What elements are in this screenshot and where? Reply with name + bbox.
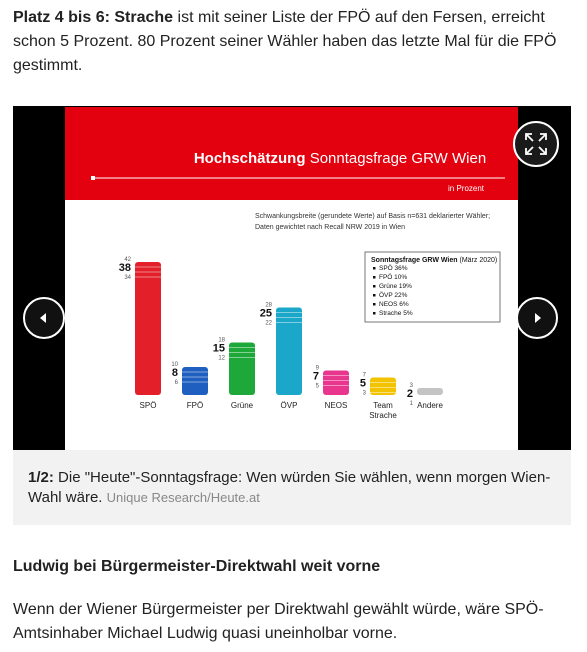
legend-item: ÖVP 22% xyxy=(379,291,408,299)
legend-title-bold: Sonntagsfrage GRW Wien xyxy=(371,257,458,264)
bar xyxy=(229,342,255,395)
value-label: 38 xyxy=(119,262,131,274)
legend-bullet xyxy=(373,303,376,306)
high-label: 3 xyxy=(410,383,414,389)
high-label: 42 xyxy=(124,257,131,263)
bar xyxy=(276,307,302,395)
caption: 1/2: Die "Heute"-Sonntagsfrage: Wen würd… xyxy=(13,450,571,525)
low-label: 22 xyxy=(265,321,272,327)
gallery: Hochschätzung Sonntagsfrage GRW Wien in … xyxy=(13,106,571,450)
value-label: 7 xyxy=(313,371,319,383)
legend-bullet xyxy=(373,312,376,315)
bar xyxy=(417,388,443,395)
note: Schwankungsbreite (gerundete Werte) auf … xyxy=(255,213,490,220)
low-label: 34 xyxy=(124,275,131,281)
high-label: 9 xyxy=(316,366,320,372)
low-label: 3 xyxy=(363,391,367,397)
chart-title: Hochschätzung Sonntagsfrage GRW Wien xyxy=(194,150,486,167)
category-label: SPÖ xyxy=(139,401,157,410)
high-label: 18 xyxy=(218,338,225,344)
fullscreen-button[interactable] xyxy=(513,121,559,167)
category-label: Team Strache xyxy=(369,401,397,420)
caption-text: Die "Heute"-Sonntagsfrage: Wen würden Si… xyxy=(28,469,551,506)
low-label: 12 xyxy=(218,356,225,362)
category-label: Andere xyxy=(417,401,443,410)
value-label: 8 xyxy=(172,367,178,379)
high-label: 10 xyxy=(171,362,178,368)
high-label: 28 xyxy=(265,303,272,309)
legend-title: Sonntagsfrage GRW Wien (März 2020) xyxy=(371,257,497,264)
title-bold: Hochschätzung xyxy=(194,150,306,167)
intro: Platz 4 bis 6: Strache ist mit seiner Li… xyxy=(13,6,573,78)
legend-item: SPÖ 36% xyxy=(379,264,408,272)
legend-bullet xyxy=(373,267,376,270)
legend-item: NEOS 6% xyxy=(379,301,409,308)
chart-image: Hochschätzung Sonntagsfrage GRW Wien in … xyxy=(65,107,518,450)
header-band xyxy=(65,107,518,200)
bar xyxy=(323,370,349,395)
bar xyxy=(182,367,208,395)
legend-bullet xyxy=(373,276,376,279)
value-label: 15 xyxy=(213,343,225,355)
prev-icon xyxy=(40,313,46,323)
caption-index: 1/2: xyxy=(28,469,54,486)
prev-button[interactable] xyxy=(23,297,65,339)
section-heading: Ludwig bei Bürgermeister-Direktwahl weit… xyxy=(13,558,381,575)
high-label: 7 xyxy=(363,373,367,379)
chart-subtitle: in Prozent xyxy=(448,184,485,193)
caption-source: Unique Research/Heute.at xyxy=(106,490,260,505)
bar xyxy=(135,262,161,395)
header-dot xyxy=(91,176,95,180)
low-label: 6 xyxy=(175,380,179,386)
next-icon xyxy=(535,313,541,323)
low-label: 1 xyxy=(410,401,414,407)
legend-item: Grüne 19% xyxy=(379,283,412,290)
chart: Hochschätzung Sonntagsfrage GRW Wien in … xyxy=(65,107,518,407)
legend-box xyxy=(364,251,501,323)
value-label: 25 xyxy=(260,308,272,320)
intro-bold: Platz 4 bis 6: Strache xyxy=(13,9,174,26)
category-label: NEOS xyxy=(324,401,348,410)
value-label: 5 xyxy=(360,378,366,390)
legend-title-note: (März 2020) xyxy=(460,257,498,264)
legend-item: FPÖ 10% xyxy=(379,273,407,281)
intro-text: ist mit seiner Liste der FPÖ auf den Fer… xyxy=(13,9,557,74)
category-label: FPÖ xyxy=(186,401,204,410)
low-label: 5 xyxy=(316,384,320,390)
next-button[interactable] xyxy=(516,297,558,339)
legend-item: Strache 5% xyxy=(379,310,413,317)
category-label: Grüne xyxy=(230,401,254,410)
value-label: 2 xyxy=(407,388,413,400)
legend-bullet xyxy=(373,294,376,297)
category-label: ÖVP xyxy=(280,401,298,410)
note: Daten gewichtet nach Recall NRW 2019 in … xyxy=(255,224,405,231)
fullscreen-icon xyxy=(525,133,547,155)
legend-bullet xyxy=(373,285,376,288)
title-rest: Sonntagsfrage GRW Wien xyxy=(310,150,486,167)
bar xyxy=(370,377,396,395)
paragraph: Wenn der Wiener Bürgermeister per Direkt… xyxy=(13,601,544,642)
